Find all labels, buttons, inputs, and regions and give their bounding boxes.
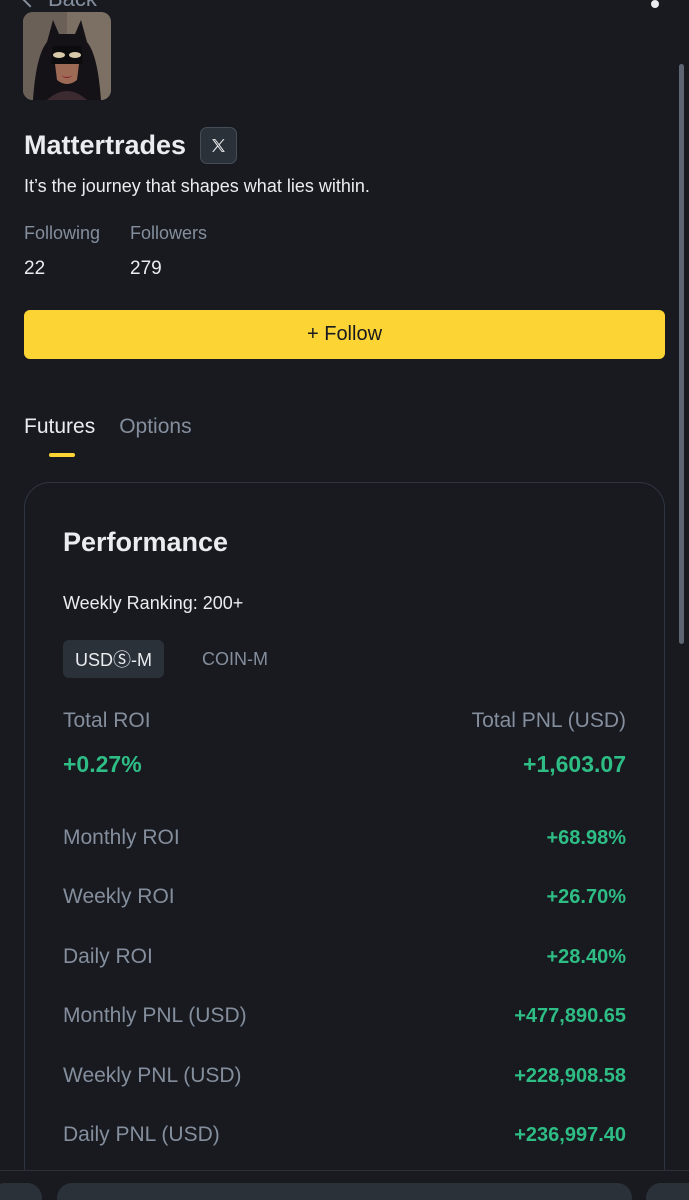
performance-title: Performance (63, 527, 229, 557)
following-label: Following (24, 223, 101, 243)
metric-row: Daily ROI +28.40% (63, 941, 626, 973)
metric-label: Monthly PNL (USD) (63, 1004, 247, 1027)
total-pnl-value: +1,603.07 (523, 751, 626, 777)
tab-options-label: Options (119, 415, 192, 438)
metric-value: +68.98% (546, 826, 626, 849)
followers-stat[interactable]: Followers 279 (130, 223, 207, 280)
metric-label: Monthly ROI (63, 826, 180, 849)
metric-value: +477,890.65 (514, 1004, 626, 1027)
metric-label: Weekly PNL (USD) (63, 1064, 242, 1087)
back-label: Back (48, 0, 97, 12)
active-tab-indicator (49, 453, 75, 457)
x-profile-button[interactable] (200, 127, 238, 164)
bottom-left-button[interactable] (0, 1183, 42, 1200)
metric-value: +28.40% (546, 945, 626, 968)
total-roi-label: Total ROI (63, 709, 151, 732)
product-tabs: Futures Options (24, 415, 192, 457)
top-bar: Back (0, 0, 689, 12)
tab-options[interactable]: Options (119, 415, 191, 439)
total-roi-value: +0.27% (63, 751, 142, 777)
metric-row: Monthly PNL (USD) +477,890.65 (63, 1000, 626, 1032)
metric-label: Daily ROI (63, 945, 153, 968)
follow-button[interactable]: + Follow (24, 310, 665, 359)
avatar-image (23, 12, 111, 100)
more-dot-icon[interactable] (651, 0, 659, 8)
performance-card: Performance Weekly Ranking: 200+ USDⓈ-M … (24, 482, 665, 1200)
trader-name: Mattertrades (24, 130, 187, 160)
followers-label: Followers (130, 223, 208, 243)
metric-row: Weekly ROI +26.70% (63, 881, 626, 913)
chevron-left-icon (21, 0, 39, 8)
total-pnl-label: Total PNL (USD) (471, 709, 626, 732)
scrollbar[interactable] (679, 64, 684, 644)
bottom-right-button[interactable] (646, 1183, 689, 1200)
bottom-bar (0, 1170, 689, 1200)
usds-m-toggle[interactable]: USDⓈ-M (63, 640, 164, 678)
following-stat[interactable]: Following 22 (24, 223, 100, 280)
metric-label: Daily PNL (USD) (63, 1123, 220, 1146)
metric-value: +236,997.40 (514, 1123, 626, 1146)
back-button[interactable]: Back (21, 0, 97, 12)
tab-futures[interactable]: Futures (24, 415, 96, 457)
metric-row: Weekly PNL (USD) +228,908.58 (63, 1060, 626, 1092)
market-toggle: USDⓈ-M COIN-M (63, 640, 280, 678)
bottom-center-button[interactable] (57, 1183, 632, 1200)
metric-value: +26.70% (546, 885, 626, 908)
followers-count: 279 (130, 258, 162, 279)
avatar (23, 12, 111, 100)
coin-m-toggle[interactable]: COIN-M (202, 648, 268, 669)
following-count: 22 (24, 258, 46, 279)
metric-label: Weekly ROI (63, 885, 175, 908)
x-logo-icon (212, 139, 225, 152)
bio-text: It’s the journey that shapes what lies w… (24, 176, 370, 196)
tab-futures-label: Futures (24, 415, 96, 438)
name-row: Mattertrades (24, 127, 238, 164)
metric-value: +228,908.58 (514, 1064, 626, 1087)
metric-row: Daily PNL (USD) +236,997.40 (63, 1119, 626, 1151)
metric-row: Monthly ROI +68.98% (63, 822, 626, 854)
weekly-ranking: Weekly Ranking: 200+ (63, 593, 244, 613)
